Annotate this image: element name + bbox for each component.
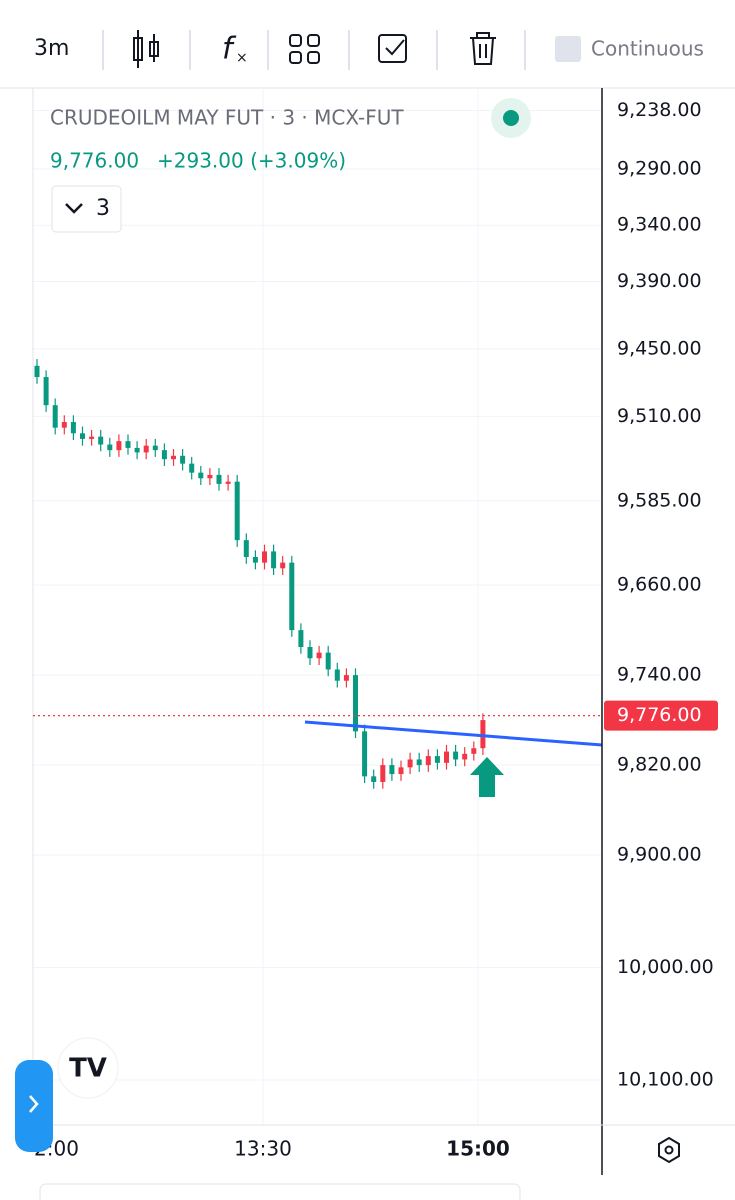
interval-button[interactable]: 3m	[34, 36, 69, 61]
candle-body	[43, 377, 49, 406]
settings-icon[interactable]	[658, 1136, 680, 1164]
tab-chevron	[29, 1095, 39, 1113]
candle-body	[89, 436, 95, 439]
indicators-icon-x: ×	[236, 50, 248, 66]
last-price: 9,776.00	[50, 149, 139, 173]
candle-body	[180, 455, 186, 464]
price-tick-label: 9,660.00	[617, 574, 702, 596]
indicator-toggle[interactable]	[51, 185, 122, 233]
price-tick-label: 10,000.00	[617, 956, 714, 978]
candle-body	[125, 441, 131, 448]
trend-line[interactable]	[304, 720, 603, 747]
logo[interactable]	[57, 1037, 119, 1099]
candle-body	[171, 455, 176, 460]
checkbox[interactable]	[555, 36, 581, 62]
candle-body	[107, 444, 113, 451]
candle-body	[207, 474, 213, 479]
candle-body	[425, 756, 431, 766]
candle-body	[371, 776, 377, 782]
candle-body	[225, 481, 231, 484]
price-tick-label: 9,290.00	[617, 157, 702, 179]
candle-body	[462, 753, 468, 760]
logo-mark: TV	[69, 1054, 107, 1084]
candle-body	[289, 562, 295, 631]
candle-body	[98, 436, 104, 445]
candle-body	[271, 551, 277, 569]
price-tick-label: 9,900.00	[617, 844, 702, 866]
candle-body	[216, 474, 222, 484]
candle-body	[152, 445, 158, 451]
candle-body	[362, 731, 368, 777]
candle-body	[353, 675, 358, 732]
candle-body	[61, 422, 67, 428]
candle-body	[380, 765, 386, 782]
symbol-title: CRUDEOILM MAY FUT · 3 · MCX-FUT	[50, 106, 404, 130]
candle-body	[298, 630, 304, 647]
candle-body	[189, 463, 195, 473]
candle-body	[52, 405, 58, 428]
trash-icon[interactable]	[470, 32, 496, 65]
layout-icon[interactable]	[289, 34, 320, 64]
candle-body	[444, 751, 449, 763]
candle-body	[252, 557, 258, 563]
price-tick-label: 9,820.00	[617, 754, 702, 776]
bottom-bar	[39, 1183, 521, 1200]
last-price-label: 9,776.00	[617, 704, 702, 726]
status-dot	[503, 110, 519, 126]
candle-body	[434, 756, 440, 763]
candle-body	[343, 675, 349, 681]
price-axis: 9,238.00 9,290.00 9,340.00 9,390.00 9,450.00…	[604, 99, 718, 1091]
price-tick-label: 9,450.00	[617, 337, 702, 359]
candle-body	[280, 562, 286, 569]
candles-icon[interactable]	[133, 30, 159, 68]
settings-icon-center	[664, 1145, 674, 1155]
candle-body	[407, 759, 413, 768]
candle-body	[134, 447, 140, 453]
candle-body	[416, 759, 422, 766]
toolbar: 3m f × Continuous	[34, 30, 704, 70]
candle-body	[307, 646, 313, 659]
candle-body	[243, 540, 249, 558]
last-price-badge	[604, 700, 718, 731]
candle-body	[70, 422, 76, 434]
candle-body	[471, 748, 477, 754]
indicators-icon[interactable]: f	[222, 32, 237, 67]
time-label: 15:00	[446, 1137, 510, 1161]
price-tick-label: 9,340.00	[617, 214, 702, 236]
candle-body	[480, 720, 486, 749]
price-tick-label: 9,238.00	[617, 99, 702, 121]
price-tick-label: 10,100.00	[617, 1069, 714, 1091]
price-tick-label: 9,740.00	[617, 664, 702, 686]
candle-body	[389, 765, 395, 775]
candle-body	[161, 450, 167, 460]
indicator-count: 3	[96, 196, 110, 221]
candle-body	[453, 751, 459, 760]
time-label: 13:30	[234, 1137, 292, 1161]
candle-body	[116, 441, 122, 451]
candle-body	[325, 652, 331, 670]
candle-body	[398, 767, 404, 775]
price-tick-label: 9,585.00	[617, 489, 702, 511]
candle-body	[316, 652, 322, 659]
price-change: +293.00 (+3.09%)	[157, 149, 346, 173]
chevron	[65, 203, 83, 214]
arrow-annotation[interactable]	[470, 757, 504, 797]
candle-body	[80, 433, 85, 439]
price-tick-label: 9,510.00	[617, 405, 702, 427]
grid	[33, 109, 602, 1081]
mode-label[interactable]: Continuous	[591, 37, 704, 61]
candle-body	[198, 472, 204, 479]
candle-body	[262, 551, 267, 563]
candle-body	[334, 669, 340, 681]
price-tick-label: 9,390.00	[617, 270, 702, 292]
candle-body	[234, 481, 240, 541]
candle-body	[143, 445, 149, 453]
check-icon[interactable]	[378, 34, 407, 63]
candle-body	[34, 365, 40, 378]
